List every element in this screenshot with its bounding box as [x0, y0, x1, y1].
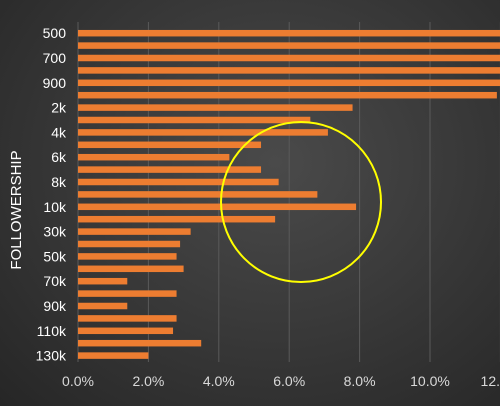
y-axis-label: FOLLOWERSHIP	[8, 150, 25, 269]
y-tick-label: 130k	[36, 348, 67, 364]
bar-900	[78, 79, 500, 87]
bar-9k	[78, 191, 318, 198]
y-tick-label: 110k	[37, 323, 67, 339]
x-tick-label: 2.0%	[132, 373, 164, 389]
x-tick-labels: 0.0% 2.0% 4.0% 6.0% 8.0% 10.0% 12.0%	[62, 373, 500, 389]
bar-8k	[78, 178, 279, 186]
bar-110k	[78, 327, 174, 335]
bar-40k	[78, 240, 181, 248]
bar-5k	[78, 141, 262, 149]
bar-130k	[78, 352, 149, 359]
y-tick-label: 2k	[51, 100, 67, 116]
bar-120k	[78, 339, 202, 347]
bar-6k	[78, 153, 230, 161]
bar-4k	[78, 129, 328, 136]
y-tick-label: 700	[43, 50, 67, 66]
bar-60k	[78, 265, 184, 273]
bar-2k	[78, 104, 353, 111]
x-tick-label: 10.0%	[410, 373, 450, 389]
bar-20k	[78, 215, 276, 223]
y-tick-label: 8k	[51, 174, 67, 190]
y-tick-label: 30k	[43, 224, 67, 240]
y-tick-label: 90k	[43, 298, 67, 314]
bar-80k	[78, 290, 177, 297]
bar-layer	[78, 29, 500, 359]
bar-700	[78, 54, 500, 62]
bar-600	[78, 42, 500, 49]
y-tick-label: 6k	[51, 149, 67, 165]
bar-1k	[78, 91, 497, 99]
y-tick-label: 70k	[43, 273, 67, 289]
bar-50k	[78, 253, 177, 260]
bar-10k	[78, 203, 357, 211]
y-tick-labels: 500 700 900 2k 4k 6k 8k 10k 30k 50k 70k 90k 110k 130k	[36, 25, 67, 363]
bar-90k	[78, 302, 128, 310]
bar-500	[78, 29, 500, 37]
bar-7k	[78, 166, 262, 173]
y-tick-label: 900	[43, 75, 67, 91]
y-tick-label: 500	[43, 25, 67, 41]
y-tick-label: 4k	[51, 124, 67, 140]
x-tick-label: 0.0%	[62, 373, 94, 389]
x-tick-label: 4.0%	[203, 373, 235, 389]
bar-3k	[78, 116, 311, 124]
bar-800	[78, 67, 500, 74]
x-tick-label: 12.0%	[481, 373, 500, 389]
x-tick-label: 8.0%	[344, 373, 376, 389]
highlight-circle	[220, 121, 382, 283]
y-tick-label: 50k	[43, 248, 67, 264]
bar-30k	[78, 228, 191, 235]
bar-100k	[78, 315, 177, 322]
y-tick-label: 10k	[43, 199, 67, 215]
x-tick-label: 6.0%	[273, 373, 305, 389]
bar-70k	[78, 277, 128, 285]
